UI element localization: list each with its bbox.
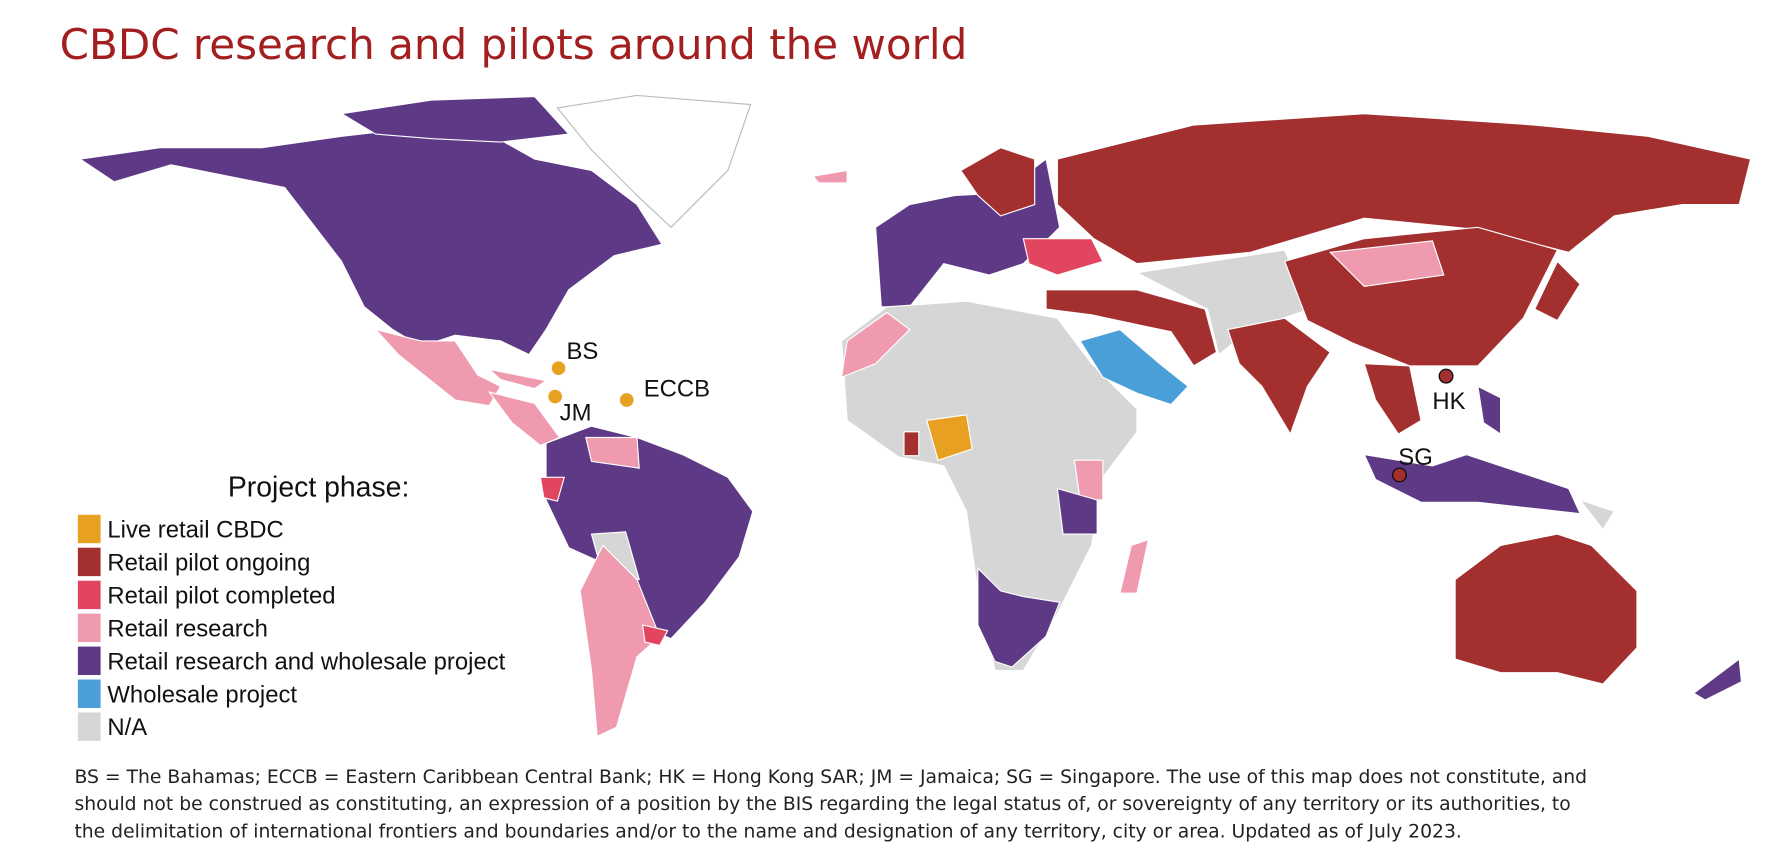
legend-swatch <box>77 580 101 610</box>
country <box>585 436 640 469</box>
legend-label: N/A <box>107 714 147 741</box>
country <box>1056 487 1098 535</box>
legend-swatch <box>77 514 101 544</box>
marker <box>1391 467 1407 483</box>
country <box>812 169 848 184</box>
country <box>539 476 565 502</box>
legend-swatch <box>77 679 101 708</box>
note-line: should not be construed as constituting,… <box>74 794 1570 815</box>
legend-label: Live retail CBDC <box>107 517 283 544</box>
country <box>1073 459 1104 501</box>
country <box>903 431 920 457</box>
title: CBDC research and pilots around the worl… <box>60 20 968 69</box>
marker <box>619 393 634 407</box>
legend-label: Retail research <box>107 615 267 642</box>
country <box>1692 658 1743 701</box>
note-line: the delimitation of international fronti… <box>74 822 1461 843</box>
marker-label: JM <box>560 399 592 426</box>
country <box>373 328 502 407</box>
country <box>339 96 570 143</box>
country <box>840 311 911 379</box>
country <box>1477 385 1502 436</box>
country <box>1045 289 1218 367</box>
marker-label: BS <box>566 338 598 365</box>
marker-label: HK <box>1432 388 1465 415</box>
country <box>78 126 663 356</box>
country <box>641 624 669 647</box>
marker <box>1438 368 1454 384</box>
note: BS = The Bahamas; ECCB = Eastern Caribbe… <box>74 767 1587 843</box>
country <box>556 94 752 229</box>
country <box>1533 260 1581 322</box>
country <box>579 544 661 738</box>
country <box>1363 453 1582 515</box>
legend-label: Wholesale project <box>107 681 297 708</box>
country <box>977 566 1061 668</box>
country <box>1119 538 1150 594</box>
world-map <box>78 94 1752 738</box>
legend-swatch <box>77 712 101 741</box>
legend: Project phase: Live retail CBDC Retail pi… <box>77 472 506 741</box>
legend-swatch <box>77 646 101 675</box>
country <box>1056 113 1752 265</box>
country <box>1454 533 1638 685</box>
country <box>487 391 561 447</box>
legend-swatch <box>77 613 101 643</box>
legend-label: Retail research and wholesale project <box>107 648 505 675</box>
markers: BS JM ECCB HK SG <box>548 338 1466 483</box>
legend-label: Retail pilot ongoing <box>107 549 310 576</box>
marker-label: ECCB <box>644 376 710 403</box>
note-line: BS = The Bahamas; ECCB = Eastern Caribbe… <box>74 767 1587 788</box>
country <box>1578 498 1616 531</box>
country <box>1227 317 1331 436</box>
marker <box>548 389 562 404</box>
legend-title: Project phase: <box>228 472 409 504</box>
country <box>1022 238 1104 276</box>
country <box>1328 240 1445 287</box>
country <box>960 147 1036 217</box>
legend-label: Retail pilot completed <box>107 582 335 609</box>
country <box>545 425 754 640</box>
country <box>1363 363 1422 435</box>
legend-swatch <box>77 547 101 577</box>
country <box>1079 328 1189 406</box>
country <box>487 368 548 390</box>
country <box>926 414 973 461</box>
marker <box>551 361 566 375</box>
country <box>840 300 1138 672</box>
marker-label: SG <box>1398 444 1432 471</box>
